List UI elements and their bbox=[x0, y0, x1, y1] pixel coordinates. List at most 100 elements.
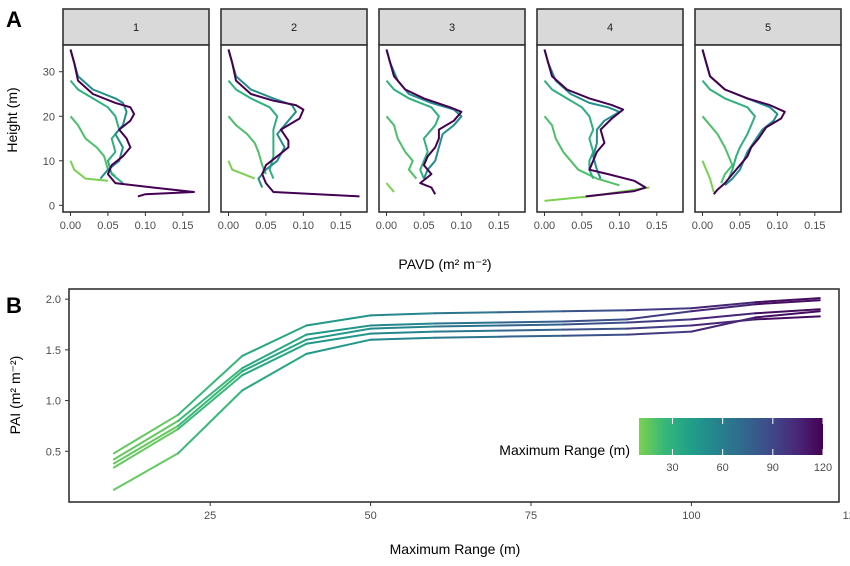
x-tick-label: 0.10 bbox=[451, 220, 472, 232]
y-tick-label: 0.5 bbox=[46, 446, 61, 458]
pai-segment bbox=[497, 328, 565, 332]
colorbar-tick-label: 30 bbox=[666, 462, 678, 474]
facet-strip bbox=[378, 8, 526, 46]
panel-a-y-axis: 0 10 20 30 bbox=[43, 67, 63, 212]
x-tick-label: 0.15 bbox=[172, 220, 193, 232]
pai-segment bbox=[690, 316, 757, 333]
profile-line bbox=[543, 115, 620, 187]
pai-segment bbox=[369, 325, 436, 330]
x-tick-label: 0.05 bbox=[255, 220, 276, 232]
pai-segment bbox=[433, 324, 500, 328]
panel-b-x-axis-title: Maximum Range (m) bbox=[390, 541, 521, 557]
x-tick-label: 0.05 bbox=[729, 220, 750, 232]
facet-strip-label: 4 bbox=[607, 22, 613, 34]
x-tick-label: 75 bbox=[525, 510, 537, 522]
profile-line bbox=[227, 49, 297, 188]
pai-segment bbox=[562, 309, 629, 313]
pai-segment bbox=[241, 352, 308, 392]
panel-a-y-axis-title: Height (m) bbox=[4, 87, 20, 152]
profile-line bbox=[227, 115, 267, 175]
x-tick-label: 0.05 bbox=[413, 220, 434, 232]
pai-segment bbox=[369, 336, 436, 341]
profile-line bbox=[701, 160, 715, 193]
profile-line bbox=[701, 79, 756, 179]
y-tick-label: 30 bbox=[43, 67, 55, 79]
profile-line bbox=[69, 160, 108, 182]
colorbar bbox=[639, 418, 823, 455]
pai-segment bbox=[433, 329, 500, 333]
facet-strip-label: 2 bbox=[291, 22, 297, 34]
x-tick-label: 0.00 bbox=[534, 220, 555, 232]
pai-segment bbox=[177, 367, 244, 422]
pai-segment bbox=[626, 310, 693, 321]
facet-strip-label: 3 bbox=[449, 22, 455, 34]
y-tick-label: 1.0 bbox=[46, 396, 61, 408]
panel-b-label: B bbox=[6, 293, 22, 318]
pai-segment bbox=[305, 327, 372, 341]
x-tick-label: 0.10 bbox=[767, 220, 788, 232]
x-tick-label: 100 bbox=[682, 510, 700, 522]
pai-segment bbox=[754, 299, 821, 306]
colorbar-ticks: 30 60 90 120 bbox=[666, 418, 832, 474]
x-tick-label: 0.05 bbox=[571, 220, 592, 232]
pai-segment bbox=[497, 320, 565, 324]
profile-line bbox=[385, 79, 440, 179]
pai-segment bbox=[305, 314, 372, 327]
pai-segment bbox=[497, 310, 565, 314]
x-tick-label: 0.15 bbox=[330, 220, 351, 232]
pai-segment bbox=[241, 324, 308, 357]
y-tick-label: 20 bbox=[43, 111, 55, 123]
x-tick-label: 0.15 bbox=[646, 220, 667, 232]
facet-frame bbox=[694, 44, 842, 213]
pai-segment bbox=[433, 321, 500, 325]
pai-segment bbox=[497, 323, 565, 327]
x-tick-label: 25 bbox=[204, 510, 216, 522]
x-tick-label: 0.00 bbox=[376, 220, 397, 232]
pai-segment bbox=[754, 308, 821, 315]
pai-segment bbox=[177, 374, 244, 430]
pai-segment bbox=[562, 318, 629, 323]
panel-a-label: A bbox=[6, 7, 22, 32]
facet-strip-label: 1 bbox=[133, 22, 139, 34]
pai-segment bbox=[177, 389, 244, 455]
colorbar-tick-label: 60 bbox=[717, 462, 729, 474]
pai-segment bbox=[112, 419, 180, 461]
legend-title: Maximum Range (m) bbox=[499, 442, 630, 458]
facet-4: 4 0.00 0.05 0.10 0.15 bbox=[534, 8, 684, 232]
y-tick-label: 10 bbox=[43, 156, 55, 168]
profile-line bbox=[227, 79, 279, 179]
x-tick-label: 0.10 bbox=[293, 220, 314, 232]
pai-series-1 bbox=[112, 297, 821, 455]
profile-line bbox=[543, 49, 647, 198]
pai-segment bbox=[112, 424, 180, 465]
panel-a-x-axis-title: PAVD (m² m⁻²) bbox=[398, 256, 491, 272]
x-tick-label: 0.00 bbox=[218, 220, 239, 232]
pai-segment bbox=[690, 312, 757, 321]
pai-segment bbox=[369, 330, 436, 335]
x-tick-label: 0.15 bbox=[488, 220, 509, 232]
pai-segment bbox=[626, 324, 693, 330]
pai-segment bbox=[369, 312, 436, 317]
y-tick-label: 1.5 bbox=[46, 345, 61, 357]
pai-segment bbox=[754, 297, 821, 304]
pai-segment bbox=[562, 327, 629, 331]
x-tick-label: 0.05 bbox=[97, 220, 118, 232]
pai-segment bbox=[241, 333, 308, 370]
colorbar-tick-label: 120 bbox=[814, 462, 832, 474]
facet-frame bbox=[62, 44, 210, 213]
pai-segment bbox=[626, 318, 693, 324]
pai-segment bbox=[112, 452, 180, 491]
facet-frame bbox=[220, 44, 368, 213]
profile-line bbox=[385, 49, 463, 195]
pai-segment bbox=[754, 315, 821, 321]
pai-segment bbox=[626, 307, 693, 312]
panel-a-facets: 1 0.00 0.05 0.10 0.15 2 0.00 0.05 0.10 0.15 3 0.00 0… bbox=[60, 8, 842, 232]
x-tick-label: 0.00 bbox=[60, 220, 81, 232]
facet-5: 5 0.00 0.05 0.10 0.15 bbox=[692, 8, 842, 232]
panel-b-lines bbox=[112, 297, 821, 491]
pai-segment bbox=[177, 354, 244, 416]
profile-line bbox=[69, 49, 195, 198]
facet-frame bbox=[536, 44, 684, 213]
profile-line bbox=[385, 182, 395, 193]
